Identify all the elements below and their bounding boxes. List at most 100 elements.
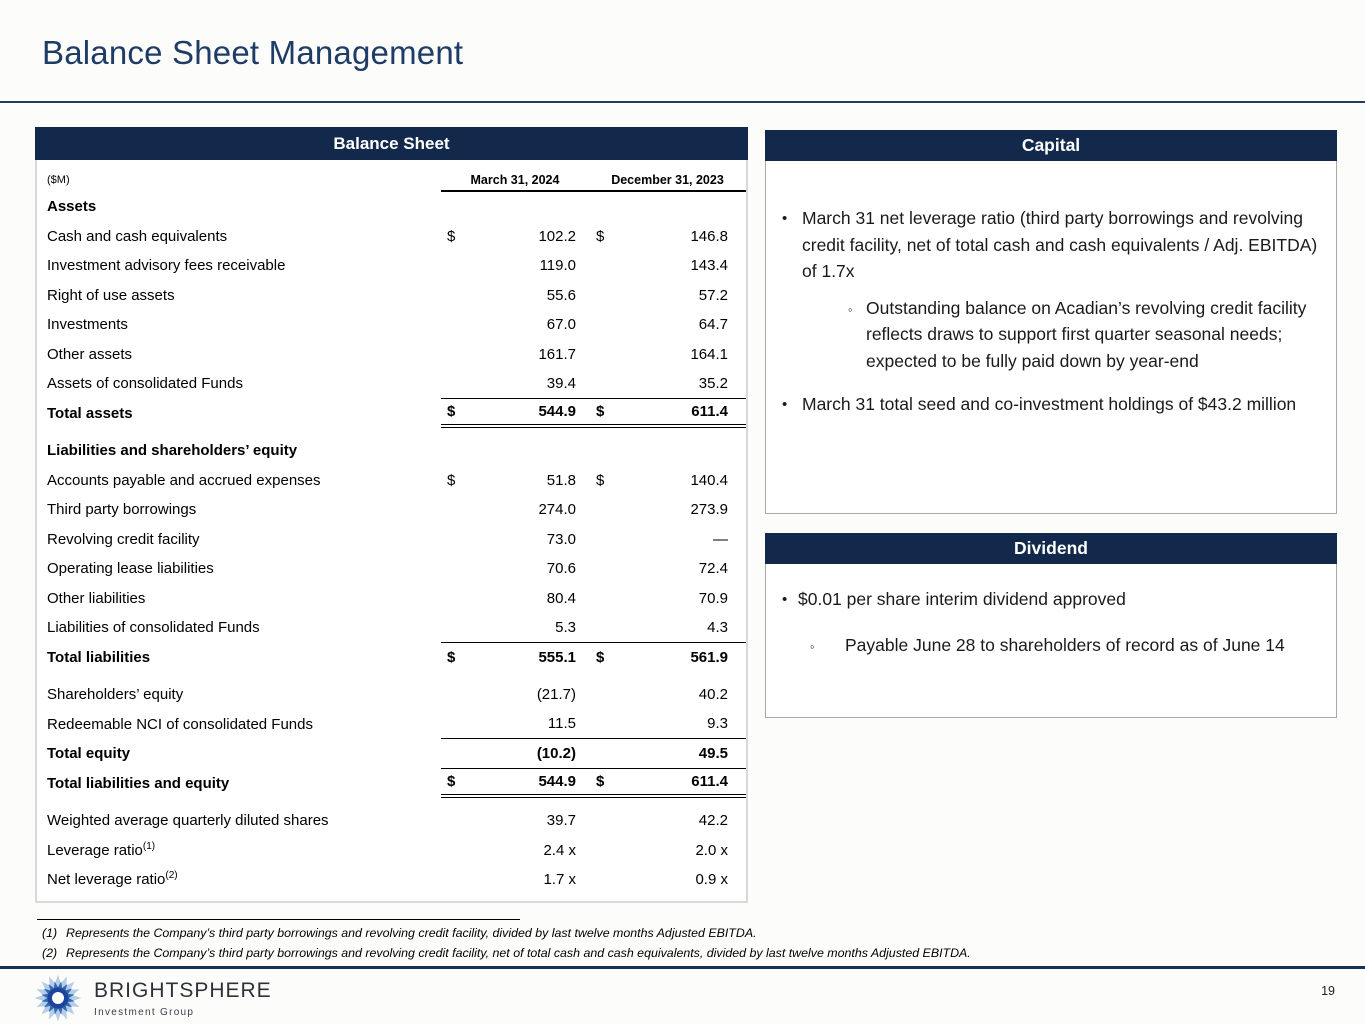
brightsphere-logo-icon (34, 974, 82, 1022)
sub-bullet-text: Outstanding balance on Acadian’s revolvi… (866, 297, 1307, 371)
circle-bullet-icon: ◦ (848, 301, 853, 317)
value-cell: 73.0 (546, 530, 576, 548)
row-label: Right of use assets (47, 286, 175, 304)
value-cell: $561.9 (596, 648, 728, 666)
table-row: Other liabilities 80.4 70.9 (37, 584, 746, 614)
footnote-ref-1: (1) (142, 840, 156, 852)
value-cell: 70.6 (546, 560, 576, 578)
row-label: Redeemable NCI of consolidated Funds (47, 715, 313, 733)
bullet-text: $0.01 per share interim dividend approve… (798, 589, 1126, 609)
bullet-text: March 31 total seed and co-investment ho… (802, 394, 1297, 414)
value-cell: 35.2 (589, 369, 746, 399)
value-cell: (21.7) (536, 686, 576, 704)
table-row: Third party borrowings 274.0 273.9 (37, 495, 746, 525)
row-label: Third party borrowings (47, 501, 197, 519)
value-cell: 4.3 (589, 613, 746, 643)
bullet-icon: • (782, 591, 788, 608)
value-cell: $146.8 (596, 227, 728, 245)
footer-divider (0, 966, 1365, 969)
value-cell (589, 436, 746, 466)
footnote-divider (37, 919, 520, 920)
row-label: Shareholders’ equity (47, 686, 184, 704)
brand-name: BRIGHTSPHERE (94, 979, 272, 1002)
value-cell: $611.4 (589, 769, 746, 798)
value-cell: $140.4 (596, 471, 728, 489)
sub-bullet-item: ◦ Outstanding balance on Acadian’s revol… (848, 295, 1322, 375)
circle-bullet-icon: ◦ (810, 638, 815, 654)
value-cell: 80.4 (546, 589, 576, 607)
table-row: Shareholders’ equity (21.7) 40.2 (37, 680, 746, 710)
row-label: Weighted average quarterly diluted share… (47, 812, 329, 830)
table-row: Liabilities and shareholders’ equity (37, 436, 746, 466)
value-cell: 5.3 (441, 613, 589, 643)
value-cell: 42.2 (698, 812, 728, 830)
value-cell (441, 192, 589, 222)
dividend-body: • $0.01 per share interim dividend appro… (765, 564, 1337, 718)
value-cell: 11.5 (441, 710, 589, 739)
footnote-number: (2) (42, 945, 58, 960)
value-cell: 9.3 (589, 710, 746, 739)
brand-subtitle: Investment Group (94, 1007, 195, 1018)
table-row: Revolving credit facility 73.0 — (37, 525, 746, 555)
table-row: Assets of consolidated Funds 39.4 35.2 (37, 369, 746, 399)
value-cell: 161.7 (538, 345, 576, 363)
table-row: Total liabilities $555.1 $561.9 (37, 643, 746, 673)
unit-label: ($M) (47, 174, 70, 186)
value-cell: 164.1 (690, 345, 728, 363)
value-cell: $544.9 (441, 399, 589, 428)
value-cell: 273.9 (690, 501, 728, 519)
row-label: Investment advisory fees receivable (47, 257, 286, 275)
row-label: Total equity (47, 745, 131, 763)
row-label: Investments (47, 316, 128, 334)
value-cell: 55.6 (546, 286, 576, 304)
value-cell: 70.9 (698, 589, 728, 607)
row-label: Liabilities and shareholders’ equity (47, 442, 298, 460)
row-label: Cash and cash equivalents (47, 227, 228, 245)
table-row: Other assets 161.7 164.1 (37, 340, 746, 370)
value-cell: 143.4 (690, 257, 728, 275)
bullet-item: • March 31 net leverage ratio (third par… (782, 205, 1322, 285)
value-cell: 0.9 x (695, 871, 728, 889)
sub-bullet-item: ◦ Payable June 28 to shareholders of rec… (810, 632, 1322, 661)
sub-bullet-text: Payable June 28 to shareholders of recor… (845, 634, 1285, 655)
row-label: Other assets (47, 345, 133, 363)
title-divider (0, 101, 1365, 103)
balance-sheet-table: ($M) March 31, 2024 December 31, 2023 As… (35, 160, 748, 903)
value-cell: $555.1 (447, 648, 576, 666)
balance-sheet-panel: Balance Sheet ($M) March 31, 2024 Decemb… (35, 127, 748, 903)
table-row: Leverage ratio(1) 2.4 x 2.0 x (37, 836, 746, 866)
value-cell: $102.2 (447, 227, 576, 245)
row-label: Liabilities of consolidated Funds (47, 619, 260, 637)
column-header-march-2024: March 31, 2024 (441, 162, 589, 192)
table-row: Cash and cash equivalents $102.2 $146.8 (37, 222, 746, 252)
row-label: Accounts payable and accrued expenses (47, 471, 321, 489)
row-label: Assets of consolidated Funds (47, 375, 243, 393)
footnote-2: (2) Represents the Company’s third party… (42, 944, 1202, 964)
table-row: Liabilities of consolidated Funds 5.3 4.… (37, 613, 746, 643)
footnote-1: (1) Represents the Company’s third party… (42, 924, 1202, 944)
balance-sheet-header: Balance Sheet (35, 127, 748, 160)
footnote-number: (1) (42, 926, 58, 940)
capital-header: Capital (765, 130, 1337, 161)
table-row: Accounts payable and accrued expenses $5… (37, 466, 746, 496)
value-cell: 119.0 (539, 257, 576, 275)
row-label: Revolving credit facility (47, 530, 200, 548)
table-row: Operating lease liabilities 70.6 72.4 (37, 554, 746, 584)
value-cell (441, 436, 589, 466)
bullet-icon: • (782, 210, 788, 227)
table-column-header-row: ($M) March 31, 2024 December 31, 2023 (37, 162, 746, 192)
table-row: Assets (37, 192, 746, 222)
row-label: Operating lease liabilities (47, 560, 214, 578)
value-cell: 72.4 (698, 560, 728, 578)
bullet-text: March 31 net leverage ratio (third party… (802, 208, 1318, 281)
table-row: Total equity (10.2) 49.5 (37, 739, 746, 769)
value-cell: 39.4 (441, 369, 589, 399)
footnote-text: Represents the Company’s third party bor… (66, 926, 757, 940)
value-cell: 40.2 (698, 686, 728, 704)
footnote-text: Represents the Company’s third party bor… (66, 945, 971, 960)
value-cell: 39.7 (546, 812, 576, 830)
value-cell: 274.0 (538, 501, 576, 519)
value-cell: 2.4 x (543, 841, 576, 859)
footnotes: (1) Represents the Company’s third party… (42, 924, 1202, 963)
